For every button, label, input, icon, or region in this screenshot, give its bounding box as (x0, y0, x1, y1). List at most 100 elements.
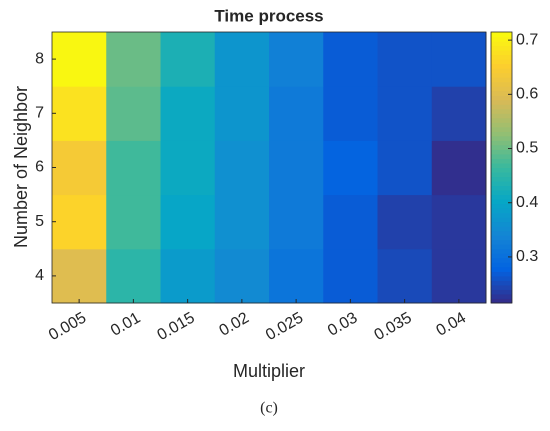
colorbar-tick-label: 0.6 (516, 86, 538, 103)
colorbar-segment (491, 68, 512, 74)
heatmap-cell (431, 32, 487, 87)
heatmap-cell (377, 86, 433, 141)
colorbar-segment (491, 131, 512, 137)
heatmap-cell (106, 32, 161, 87)
colorbar-segment (491, 135, 512, 141)
heatmap-cell (52, 140, 107, 196)
heatmap-cell (52, 194, 107, 250)
heatmap-cell (431, 140, 487, 196)
colorbar-segment (491, 36, 512, 42)
heatmap-cell (214, 194, 270, 250)
x-tick-label: 0.01 (108, 309, 144, 339)
colorbar-tick-label: 0.7 (516, 31, 538, 48)
heatmap-cell (160, 194, 216, 250)
colorbar-segment (491, 212, 512, 218)
heatmap-cell (431, 194, 487, 250)
x-tick-label: 0.02 (217, 309, 253, 339)
heatmap-cell (106, 86, 161, 141)
colorbar-segment (491, 41, 512, 47)
colorbar-segment (491, 190, 512, 196)
colorbar-segment (491, 126, 512, 132)
colorbar-segment (491, 199, 512, 205)
x-tick-label: 0.005 (46, 309, 89, 344)
colorbar-segment (491, 108, 512, 114)
colorbar-segment (491, 244, 512, 250)
x-tick-label: 0.015 (155, 309, 198, 344)
heatmap-cell (52, 32, 107, 87)
colorbar-segment (491, 280, 512, 286)
colorbar-segment (491, 113, 512, 119)
colorbar-segment (491, 284, 512, 290)
y-tick-label: 7 (35, 105, 44, 122)
heatmap-cell (106, 248, 161, 304)
colorbar-segment (491, 117, 512, 123)
x-tick-label: 0.03 (325, 309, 361, 339)
colorbar-segment (491, 153, 512, 159)
heatmap-cell (269, 194, 324, 250)
colorbar-segment (491, 271, 512, 277)
heatmap-cell (52, 86, 107, 141)
heatmap-cell (269, 248, 324, 304)
heatmap-cell (323, 248, 378, 304)
heatmap-cell (214, 140, 270, 196)
heatmap-cell (52, 248, 107, 304)
colorbar-segment (491, 275, 512, 281)
colorbar-segment (491, 122, 512, 128)
colorbar-tick-label: 0.3 (516, 248, 538, 265)
heatmap-cell (431, 86, 487, 141)
colorbar-segment (491, 104, 512, 110)
heatmap-cell (377, 194, 433, 250)
colorbar-segment (491, 194, 512, 200)
colorbar-segment (491, 239, 512, 245)
colorbar-segment (491, 266, 512, 272)
colorbar-segment (491, 226, 512, 232)
colorbar-segment (491, 45, 512, 51)
heatmap-cell (269, 86, 324, 141)
heatmap-cell (160, 140, 216, 196)
heatmap-cell (323, 32, 378, 87)
colorbar-segment (491, 59, 512, 65)
colorbar-segment (491, 162, 512, 168)
caption: (c) (260, 400, 278, 417)
colorbar-segment (491, 86, 512, 92)
heatmap-cell (323, 140, 378, 196)
colorbar-segment (491, 217, 512, 223)
x-axis-label: Multiplier (233, 361, 305, 381)
heatmap-cell (323, 194, 378, 250)
colorbar-segment (491, 172, 512, 178)
y-tick-label: 6 (35, 159, 44, 176)
heatmap-cell (377, 248, 433, 304)
y-tick-label: 8 (35, 50, 44, 67)
heatmap-cell (214, 86, 270, 141)
colorbar-segment (491, 235, 512, 241)
heatmap-cell (214, 32, 270, 87)
chart-title: Time process (214, 6, 323, 25)
colorbar-segment (491, 289, 512, 295)
heatmap-cell (431, 248, 487, 304)
heatmap-cell (269, 32, 324, 87)
colorbar-frame (490, 31, 513, 304)
heatmap-cell (377, 32, 433, 87)
colorbar-segment (491, 248, 512, 254)
colorbar-tick-label: 0.5 (516, 140, 538, 157)
colorbar-segment (491, 144, 512, 150)
heatmap-cell (323, 86, 378, 141)
colorbar-segment (491, 149, 512, 155)
colorbar-segment (491, 95, 512, 101)
x-tick-label: 0.04 (434, 309, 470, 339)
heatmap-cell (106, 140, 161, 196)
colorbar-segment (491, 72, 512, 78)
colorbar-segment (491, 181, 512, 187)
colorbar-segment (491, 208, 512, 214)
colorbar-segment (491, 185, 512, 191)
x-tick-label: 0.035 (372, 309, 415, 344)
heatmap-cell (106, 194, 161, 250)
colorbar-segment (491, 293, 512, 299)
colorbar-segment (491, 203, 512, 209)
heatmap-cell (160, 32, 216, 87)
colorbar-tick-label: 0.4 (516, 194, 538, 211)
colorbar-segment (491, 158, 512, 164)
colorbar-segment (491, 54, 512, 60)
colorbar-segment (491, 90, 512, 96)
